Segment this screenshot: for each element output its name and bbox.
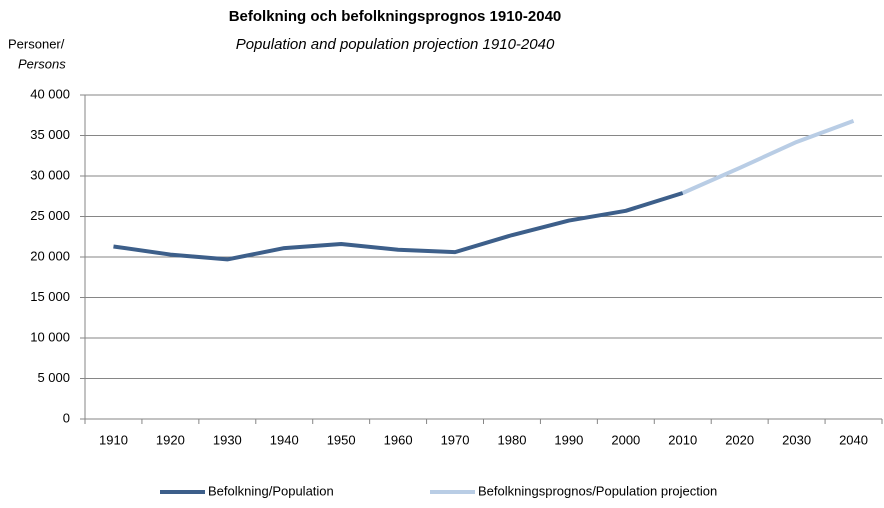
x-tick-label: 2030 (782, 432, 811, 447)
y-axis-label-en: Persons (18, 56, 66, 71)
x-tick-label: 1960 (384, 432, 413, 447)
x-tick-label: 1930 (213, 432, 242, 447)
x-tick-label: 2010 (668, 432, 697, 447)
x-tick-label: 1940 (270, 432, 299, 447)
y-tick-label: 5 000 (37, 370, 70, 385)
x-tick-label: 1980 (498, 432, 527, 447)
x-tick-label: 2020 (725, 432, 754, 447)
y-axis-label: Personer/ (8, 36, 65, 51)
x-tick-label: 1990 (554, 432, 583, 447)
x-tick-label: 1920 (156, 432, 185, 447)
x-tick-label: 2040 (839, 432, 868, 447)
chart-title: Befolkning och befolkningsprognos 1910-2… (229, 8, 562, 25)
y-tick-label: 40 000 (30, 86, 70, 101)
x-tick-label: 1950 (327, 432, 356, 447)
series-line (681, 119, 855, 195)
y-tick-label: 25 000 (30, 208, 70, 223)
chart-subtitle: Population and population projection 191… (236, 36, 555, 53)
series-line (113, 191, 684, 262)
x-tick-label: 1910 (99, 432, 128, 447)
y-tick-label: 0 (63, 410, 70, 425)
legend-label: Befolkningsprognos/Population projection (478, 483, 717, 498)
x-tick-label: 1970 (441, 432, 470, 447)
y-tick-label: 10 000 (30, 329, 70, 344)
y-tick-label: 20 000 (30, 248, 70, 263)
y-tick-label: 30 000 (30, 167, 70, 182)
y-tick-label: 15 000 (30, 289, 70, 304)
y-tick-label: 35 000 (30, 127, 70, 142)
legend-label: Befolkning/Population (208, 483, 334, 498)
x-tick-label: 2000 (611, 432, 640, 447)
